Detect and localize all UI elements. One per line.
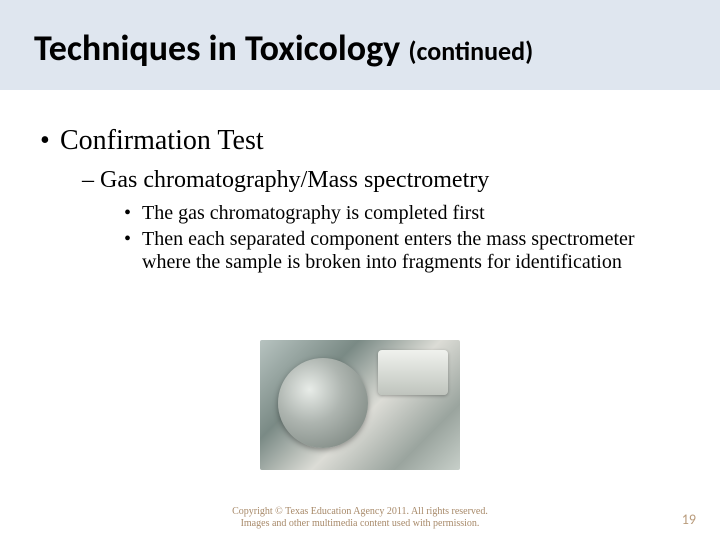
bullet-dot-icon: • [124,228,142,275]
instrument-image [260,340,460,470]
bullet-level-2: –Gas chromatography/Mass spectrometry [82,167,680,194]
page-number: 19 [682,511,696,528]
l3b-text: Then each separated component enters the… [142,228,662,275]
l1-text: Confirmation Test [60,125,264,156]
bullet-dot-icon: • [40,125,60,157]
bullet-level-1: •Confirmation Test [40,125,680,157]
slide-title: Techniques in Toxicology (continued) [34,30,533,66]
bullet-dash-icon: – [82,167,100,194]
copyright-line-2: Images and other multimedia content used… [0,518,720,530]
l2-text: Gas chromatography/Mass spectrometry [100,167,489,193]
copyright-footer: Copyright © Texas Education Agency 2011.… [0,506,720,530]
bullet-dot-icon: • [124,202,142,226]
bullet-level-3: • Then each separated component enters t… [124,228,680,275]
bullet-level-3: • The gas chromatography is completed fi… [124,202,680,226]
title-main: Techniques in Toxicology [34,26,400,70]
slide-body: •Confirmation Test –Gas chromatography/M… [40,125,680,277]
copyright-line-1: Copyright © Texas Education Agency 2011.… [0,506,720,518]
title-continued: (continued) [408,35,533,67]
l3a-text: The gas chromatography is completed firs… [142,202,485,226]
